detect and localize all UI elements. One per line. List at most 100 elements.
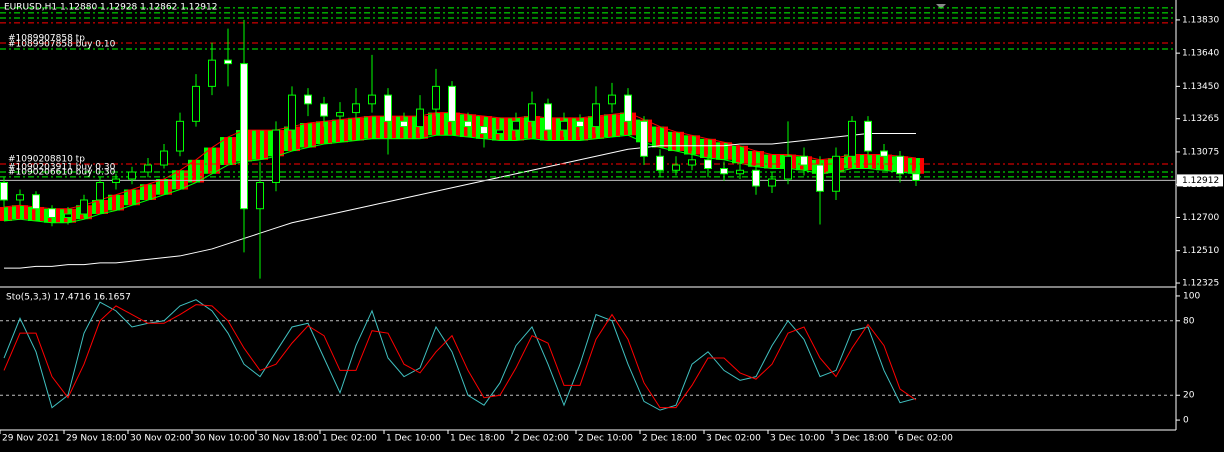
- band-bar: [144, 184, 148, 200]
- stochastic-line: [3, 299, 917, 411]
- band-bar: [360, 117, 364, 141]
- candle-body: [32, 194, 40, 210]
- band-bar: [388, 116, 392, 139]
- band-bar: [844, 154, 848, 169]
- band-bar: [432, 112, 436, 136]
- y-tick-label: 0: [1183, 416, 1189, 426]
- band-bar: [28, 206, 32, 221]
- y-tick-label: 1.13265: [1182, 114, 1219, 124]
- band-bar: [32, 206, 36, 221]
- candle-body: [672, 164, 680, 171]
- y-tick-label: 1.12325: [1182, 279, 1219, 289]
- band-bar: [120, 194, 124, 211]
- band-bar: [596, 116, 600, 139]
- candle-body: [800, 155, 808, 166]
- band-bar: [696, 135, 700, 155]
- band-bar: [112, 194, 116, 211]
- band-bar: [580, 117, 584, 141]
- band-bar: [72, 208, 76, 223]
- chart-title: EURUSD,H1 1.12880 1.12928 1.12862 1.1291…: [4, 3, 217, 13]
- candle-body: [448, 85, 456, 122]
- band-bar: [104, 199, 108, 214]
- band-bar: [356, 117, 360, 141]
- band-bar: [156, 179, 160, 195]
- band-bar: [716, 142, 720, 160]
- band-bar: [196, 159, 200, 183]
- band-bar: [488, 116, 492, 139]
- band-bar: [520, 117, 524, 141]
- x-tick-label: 1 Dec 18:00: [450, 434, 505, 444]
- band-bar: [24, 205, 28, 220]
- band-bar: [40, 206, 44, 221]
- candle-body: [240, 63, 248, 210]
- band-bar: [284, 126, 288, 152]
- band-bar: [840, 158, 844, 173]
- candle-body: [864, 120, 872, 152]
- band-bar: [472, 114, 476, 138]
- band-bar: [232, 137, 236, 166]
- candle-body: [544, 103, 552, 131]
- candle-body: [688, 159, 696, 166]
- candle-body: [416, 108, 424, 128]
- band-bar: [680, 131, 684, 152]
- candle-body: [720, 168, 728, 175]
- band-bar: [912, 158, 916, 174]
- band-bar: [216, 147, 220, 174]
- band-lower-line: [3, 134, 917, 224]
- candle-body: [432, 85, 440, 110]
- band-bar: [152, 184, 156, 200]
- band-bar: [584, 117, 588, 141]
- order-label: #1090206610 buy 0.30: [8, 167, 116, 177]
- band-bar: [308, 123, 312, 148]
- x-tick-label: 3 Dec 02:00: [706, 434, 761, 444]
- band-bar: [452, 112, 456, 136]
- band-bar: [568, 117, 572, 141]
- bid-box: [1177, 174, 1223, 187]
- candle-body: [656, 155, 664, 171]
- band-bar: [880, 154, 884, 171]
- band-bar: [288, 126, 292, 152]
- band-bar: [760, 151, 764, 167]
- band-bar: [808, 156, 812, 171]
- band-bar: [236, 130, 240, 162]
- band-bar: [852, 154, 856, 169]
- band-bar: [248, 130, 252, 162]
- band-bar: [740, 145, 744, 164]
- band-bar: [492, 117, 496, 141]
- candle-body: [496, 129, 504, 135]
- band-bar: [160, 179, 164, 195]
- candle-body: [96, 182, 104, 201]
- candle-body: [736, 169, 744, 175]
- band-bar: [652, 126, 656, 148]
- band-bar: [524, 116, 528, 139]
- candle-body: [880, 150, 888, 157]
- band-bar: [552, 117, 556, 141]
- candle-body: [64, 213, 72, 218]
- candle-body: [16, 194, 24, 201]
- band-bar: [252, 130, 256, 160]
- band-bar: [60, 208, 64, 223]
- band-bar: [88, 205, 92, 220]
- band-bar: [56, 208, 60, 223]
- band-bar: [756, 151, 760, 167]
- candle-body: [752, 169, 760, 187]
- candle-body: [512, 120, 520, 131]
- candle-body: [0, 182, 8, 201]
- band-bar: [392, 116, 396, 139]
- band-bar: [456, 112, 460, 136]
- band-bar: [320, 121, 324, 145]
- candle-body: [224, 59, 232, 65]
- band-bar: [664, 126, 668, 148]
- band-bar: [540, 117, 544, 141]
- y-tick-label: 1.12700: [1182, 213, 1219, 223]
- band-bar: [648, 119, 652, 143]
- candle-body: [400, 120, 408, 128]
- y-tick-label: 1.13450: [1182, 82, 1219, 92]
- y-tick-label: 1.13640: [1182, 49, 1219, 59]
- candle-body: [384, 94, 392, 122]
- band-bar: [632, 112, 636, 136]
- band-bar: [180, 170, 184, 190]
- band-bar: [352, 117, 356, 141]
- x-tick-label: 2 Dec 02:00: [514, 434, 569, 444]
- band-bar: [612, 114, 616, 138]
